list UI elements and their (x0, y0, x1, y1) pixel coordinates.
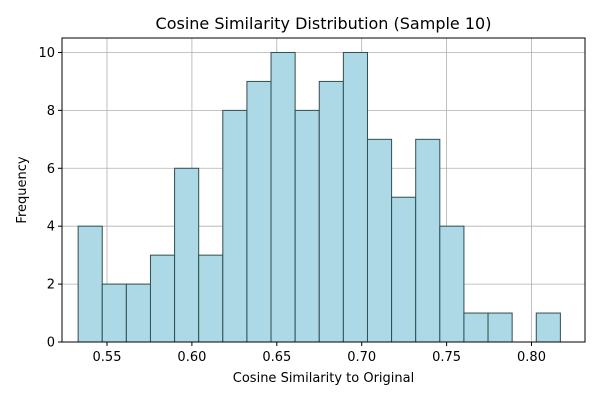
y-tick-label: 10 (38, 46, 55, 61)
histogram-bar (246, 80, 272, 343)
histogram-bar (391, 196, 417, 343)
y-tick-label: 8 (47, 104, 55, 119)
histogram-bar (439, 225, 465, 343)
bars-layer (77, 51, 561, 343)
x-tick-label: 0.75 (432, 350, 461, 365)
x-tick-label: 0.60 (177, 350, 206, 365)
histogram-bar (101, 283, 127, 343)
x-tick-label: 0.65 (262, 350, 291, 365)
histogram-bar (174, 167, 200, 343)
y-tick-label: 0 (47, 336, 55, 351)
histogram-bar (125, 283, 151, 343)
histogram-bar (487, 312, 513, 343)
histogram-bar (294, 109, 320, 343)
histogram-bar (318, 80, 344, 343)
histogram-bar (77, 225, 103, 343)
y-axis-label: Frequency (15, 156, 30, 223)
y-tick-label: 2 (47, 278, 55, 293)
chart-title: Cosine Similarity Distribution (Sample 1… (156, 14, 492, 33)
histogram-bar (535, 312, 561, 343)
histogram-bar (149, 254, 176, 343)
x-tick-label: 0.70 (347, 350, 376, 365)
x-axis-label: Cosine Similarity to Original (233, 371, 414, 386)
histogram-bar (198, 254, 224, 343)
histogram-bar (342, 51, 368, 343)
y-tick-label: 6 (47, 162, 55, 177)
x-tick-label: 0.55 (93, 350, 122, 365)
histogram-bar (366, 138, 393, 343)
ticks-layer: 0.55 0.60 0.65 0.70 0.75 0.80 0 2 4 6 8 10 (38, 46, 546, 365)
y-tick-label: 4 (47, 220, 55, 235)
x-tick-label: 0.80 (517, 350, 546, 365)
histogram-bar (270, 51, 296, 343)
plot-frame (61, 37, 586, 343)
histogram-bar (222, 109, 248, 343)
histogram-bar (463, 312, 489, 343)
histogram-bar (415, 138, 441, 343)
